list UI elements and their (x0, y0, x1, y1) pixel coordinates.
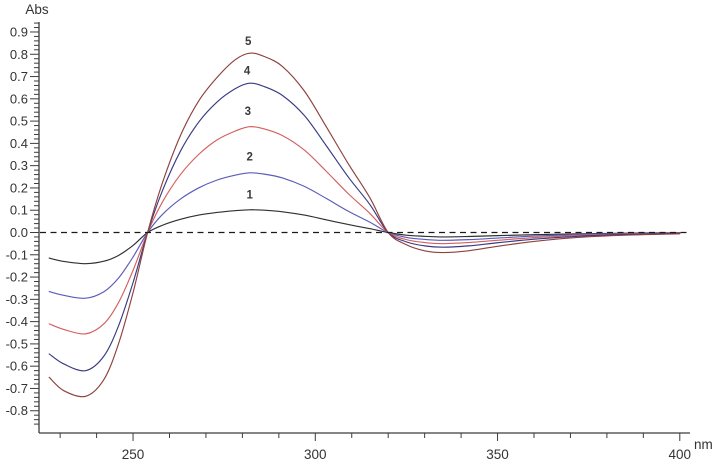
curve-label-5: 5 (245, 36, 252, 48)
series-curve-1 (48, 209, 681, 265)
curve-label-3: 3 (245, 106, 251, 118)
series-curve-5 (48, 52, 681, 398)
y-tick-label: -0.2 (6, 270, 28, 285)
curve-label-1: 1 (246, 190, 253, 202)
y-tick-label: 0.2 (10, 180, 28, 195)
y-tick-label: 0.6 (10, 91, 28, 106)
y-tick-label: 0.3 (10, 158, 28, 173)
y-tick-label: 0.1 (10, 203, 28, 218)
y-tick-label: -0.8 (6, 403, 28, 418)
y-tick-label: -0.4 (6, 314, 28, 329)
y-tick-label: 0.4 (10, 136, 28, 151)
y-tick-label: 0.9 (10, 24, 28, 39)
x-tick-label: 400 (669, 447, 692, 462)
y-tick-label: 0.5 (10, 114, 28, 129)
series-curve-4 (48, 82, 681, 372)
y-tick-label: -0.3 (6, 292, 28, 307)
x-tick-label: 250 (122, 447, 145, 462)
y-tick-label: 0.7 (10, 69, 28, 84)
x-tick-label: 300 (304, 447, 327, 462)
y-tick-label: 0.8 (10, 47, 28, 62)
series-curve-3 (48, 126, 681, 335)
y-tick-label: -0.5 (6, 336, 28, 351)
curve-label-2: 2 (246, 152, 252, 164)
x-axis-title: nm (694, 437, 713, 452)
x-tick-label: 350 (486, 447, 509, 462)
y-axis-title: Abs (25, 2, 49, 17)
y-tick-label: -0.7 (6, 381, 28, 396)
y-tick-label: -0.1 (6, 247, 28, 262)
y-tick-label: -0.6 (6, 359, 28, 374)
series-curve-2 (48, 172, 681, 299)
curve-label-4: 4 (244, 66, 251, 78)
y-tick-label: 0.0 (10, 225, 28, 240)
